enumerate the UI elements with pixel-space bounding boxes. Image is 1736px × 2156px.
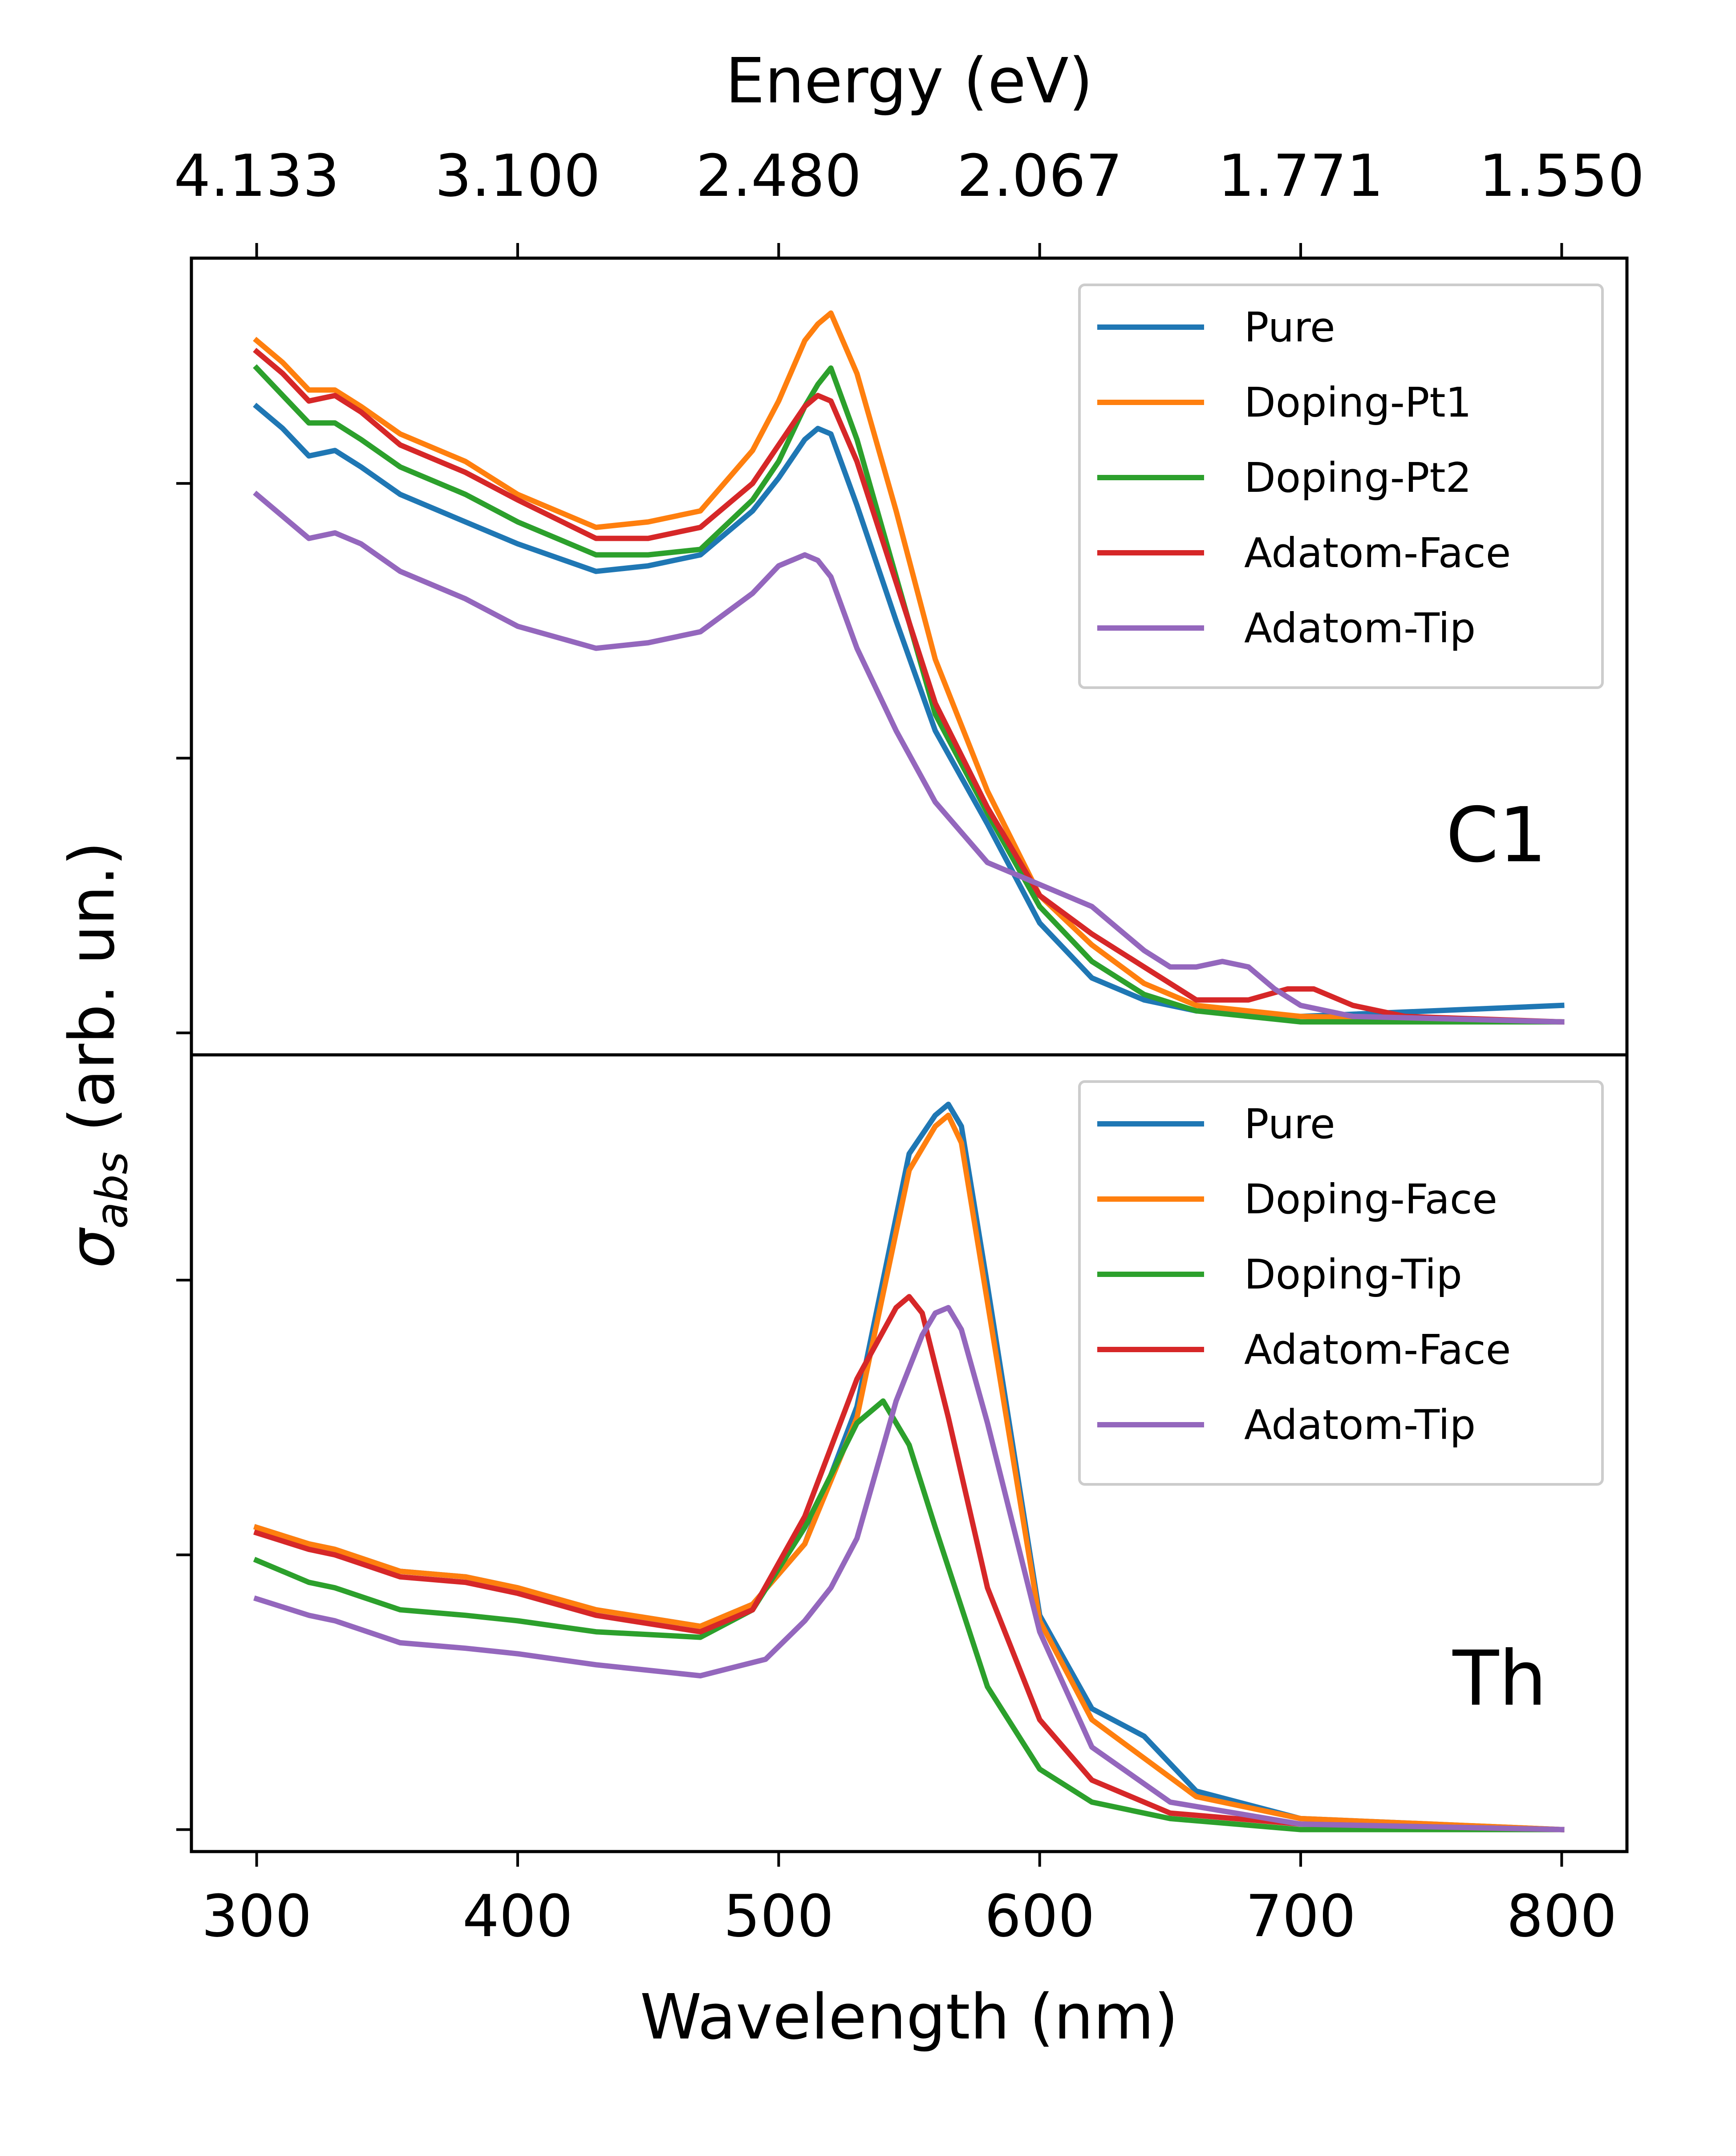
legend-label: Adatom-Tip xyxy=(1244,604,1476,652)
top-tick-label: 2.067 xyxy=(957,142,1123,210)
legend-label: Adatom-Face xyxy=(1244,529,1511,577)
top-tick-label: 2.480 xyxy=(696,142,861,210)
legend-label: Adatom-Face xyxy=(1244,1326,1511,1374)
x-axis-label: Wavelength (nm) xyxy=(640,1981,1178,2054)
legend-label: Doping-Tip xyxy=(1244,1251,1462,1298)
x-tick-label: 600 xyxy=(985,1882,1095,1950)
series-line xyxy=(253,1398,1565,1832)
legend-label: Doping-Face xyxy=(1244,1175,1497,1223)
series-line xyxy=(253,1305,1565,1832)
series-line xyxy=(253,364,1565,1025)
legend-label: Pure xyxy=(1244,304,1335,351)
legend-box xyxy=(1078,1080,1604,1486)
series-line xyxy=(253,1112,1565,1832)
x-tick-label: 300 xyxy=(202,1882,312,1950)
x-tick-label: 700 xyxy=(1245,1882,1356,1950)
series-line xyxy=(253,402,1565,1019)
legend-label: Doping-Pt1 xyxy=(1244,379,1472,426)
legend-box xyxy=(1078,284,1604,689)
panel-frame xyxy=(190,1053,1629,1853)
series-line xyxy=(253,348,1565,1025)
top-tick-label: 3.100 xyxy=(435,142,600,210)
legend-label: Pure xyxy=(1244,1100,1335,1148)
panel-label: Th xyxy=(1452,1635,1547,1723)
panel-label: C1 xyxy=(1446,791,1547,879)
legend-label: Adatom-Tip xyxy=(1244,1401,1476,1449)
top-tick-label: 1.771 xyxy=(1218,142,1383,210)
x-tick-label: 400 xyxy=(462,1882,573,1950)
top-tick-label: 4.133 xyxy=(174,142,340,210)
series-line xyxy=(253,310,1565,1025)
legend-label: Doping-Pt2 xyxy=(1244,454,1472,502)
x-tick-label: 500 xyxy=(723,1882,834,1950)
x-tick-label: 800 xyxy=(1506,1882,1617,1950)
top-tick-label: 1.550 xyxy=(1479,142,1644,210)
y-axis-label: σabs (arb. un.) xyxy=(56,842,138,1268)
top-axis-label: Energy (eV) xyxy=(726,45,1093,118)
series-line xyxy=(253,1294,1565,1832)
series-line xyxy=(253,490,1565,1025)
